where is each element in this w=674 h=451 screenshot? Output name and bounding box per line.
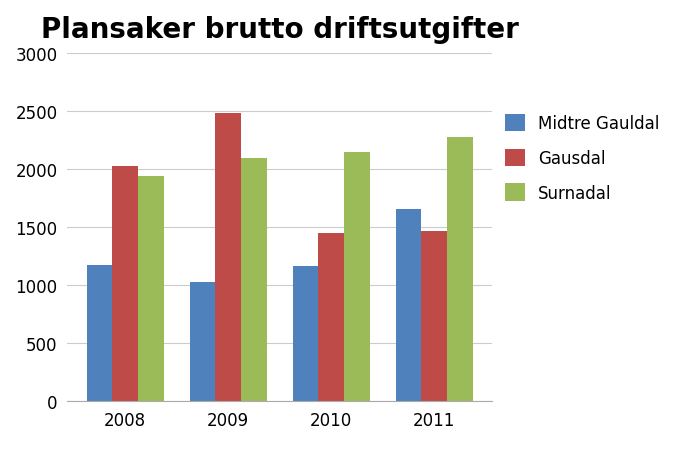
Legend: Midtre Gauldal, Gausdal, Surnadal: Midtre Gauldal, Gausdal, Surnadal — [505, 115, 659, 202]
Bar — [293, 266, 318, 401]
Bar — [318, 234, 344, 401]
Bar — [138, 176, 164, 401]
Bar — [396, 209, 421, 401]
Bar — [241, 158, 267, 401]
Bar — [344, 152, 370, 401]
Bar — [87, 266, 113, 401]
Bar — [447, 138, 472, 401]
Bar — [421, 231, 447, 401]
Bar — [216, 114, 241, 401]
Bar — [113, 166, 138, 401]
Bar — [189, 282, 216, 401]
Title: Plansaker brutto driftsutgifter: Plansaker brutto driftsutgifter — [40, 15, 519, 43]
